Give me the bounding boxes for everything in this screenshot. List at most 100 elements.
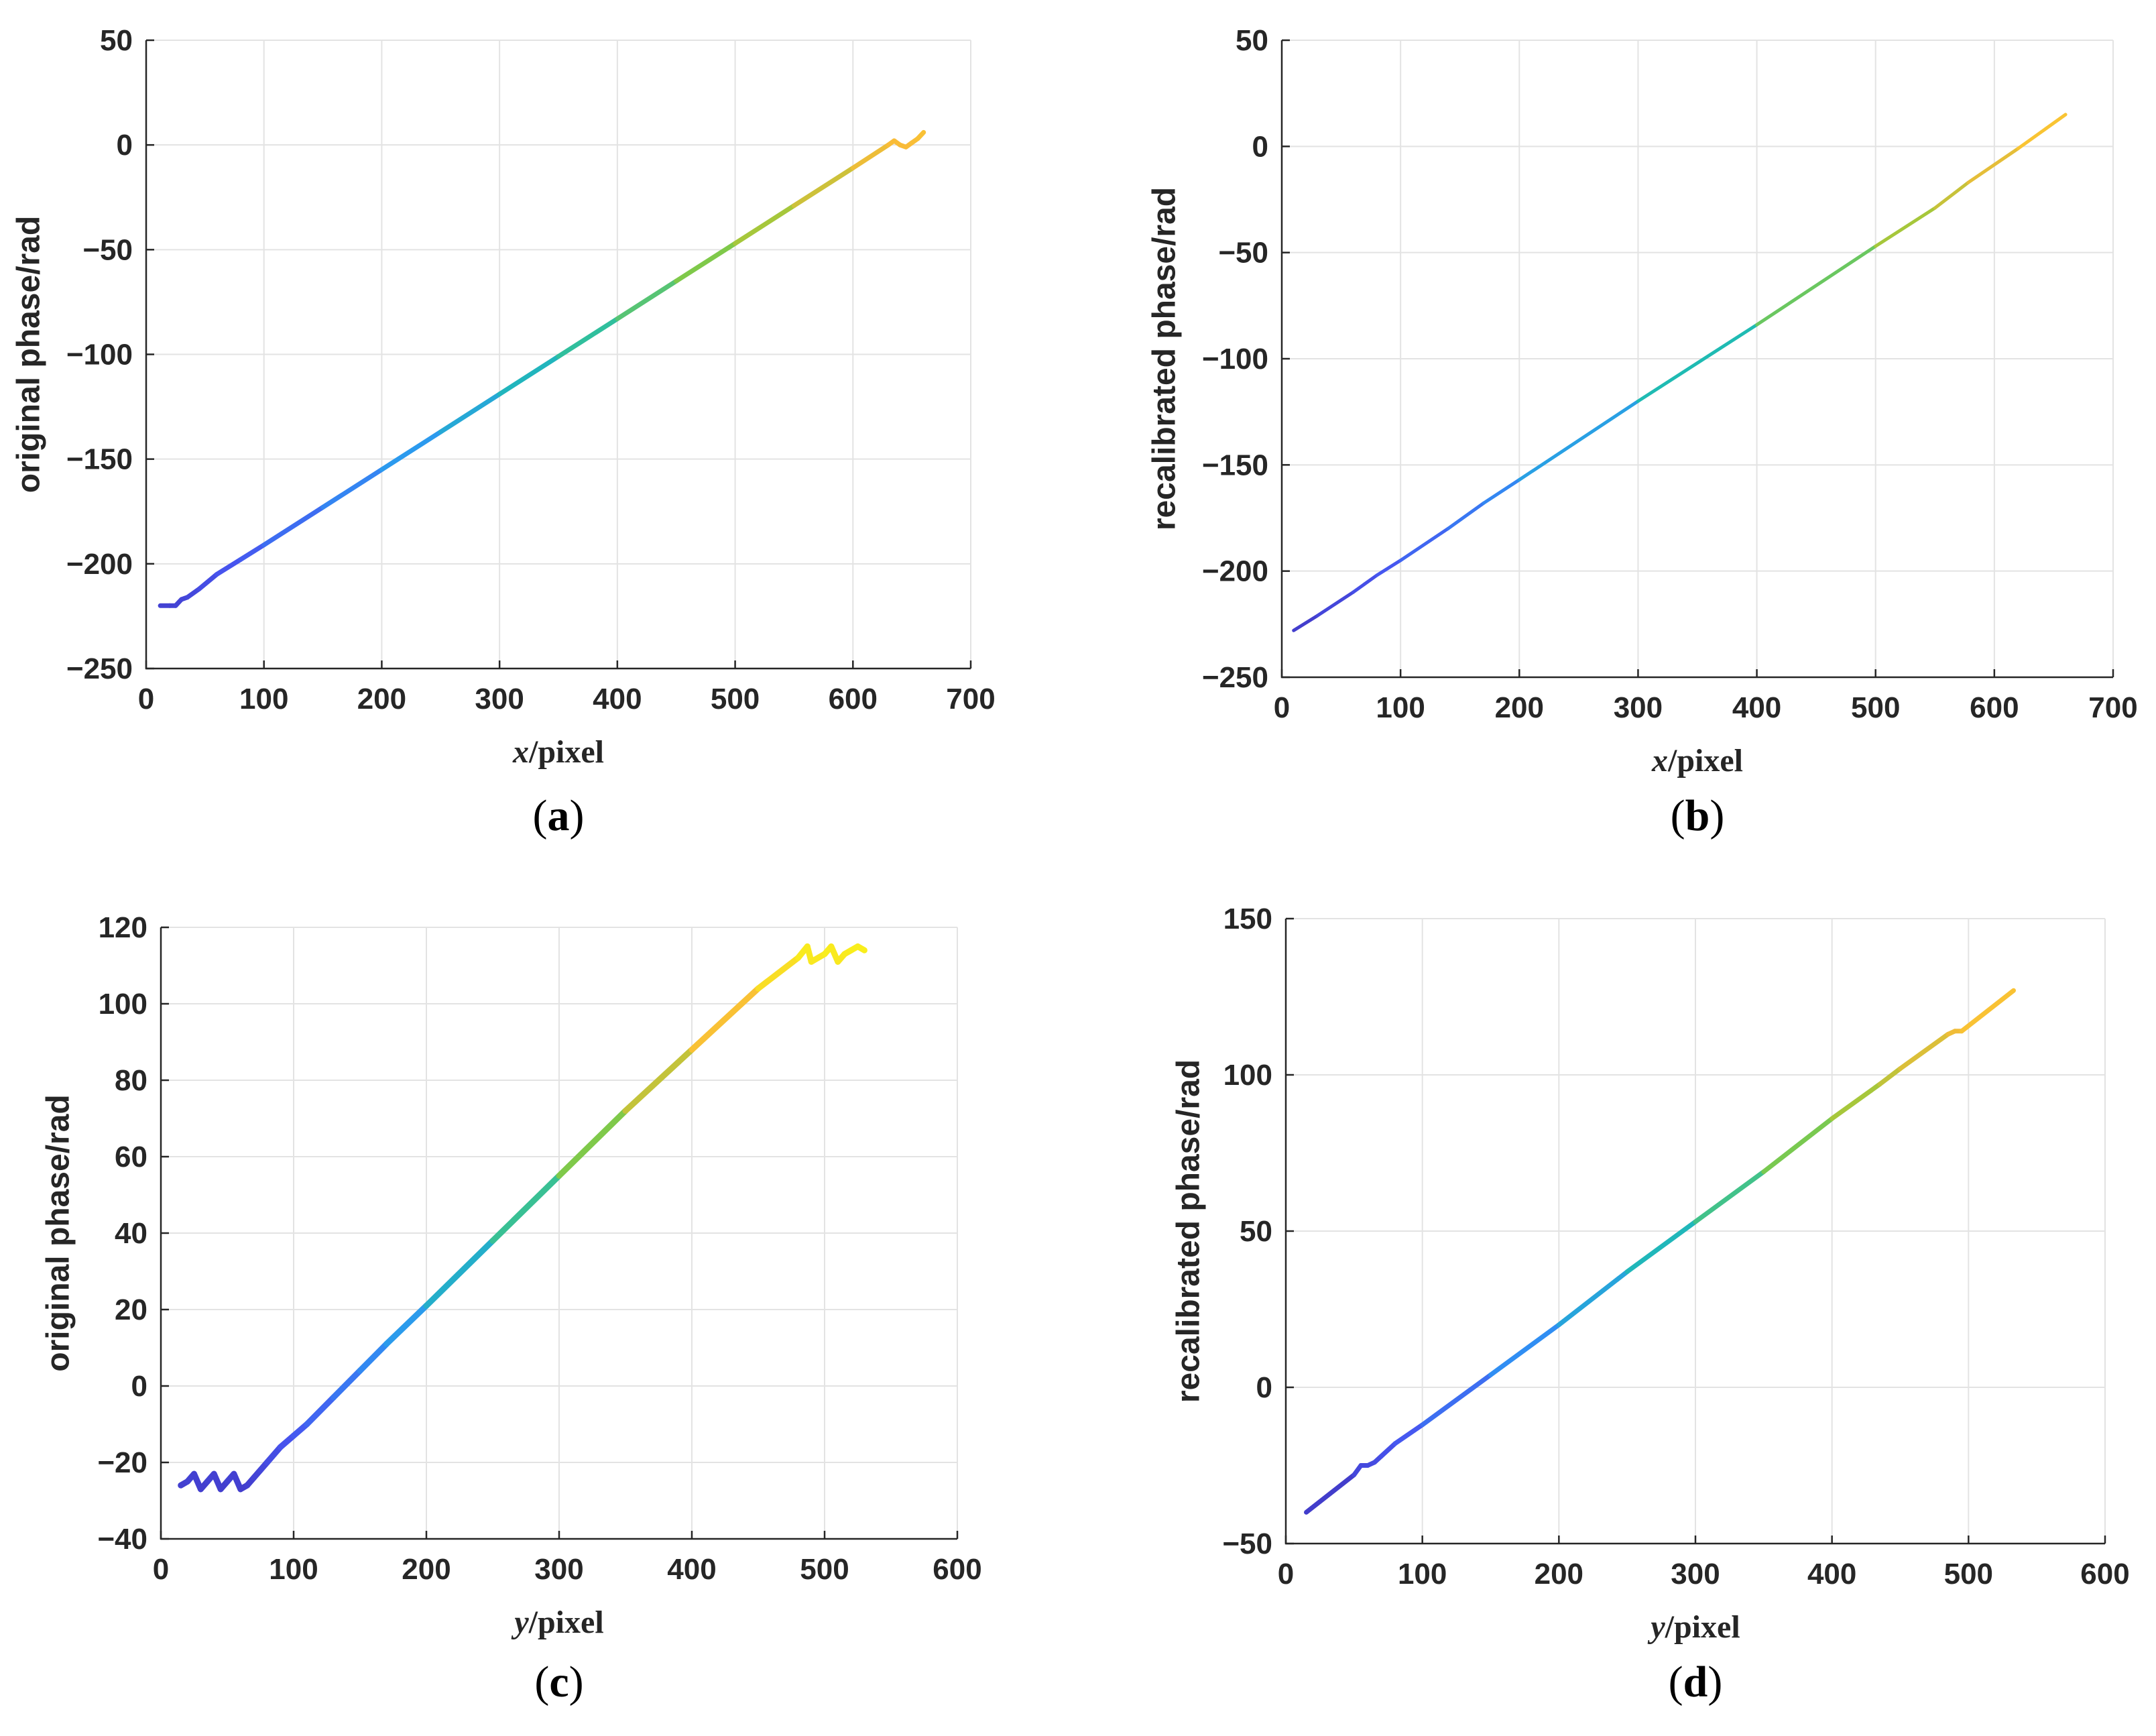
series-segment (238, 542, 267, 563)
series-segment (688, 985, 762, 1053)
y-tick-label: 0 (1256, 1371, 1272, 1404)
x-tick-label: 0 (1274, 691, 1290, 724)
y-tick-label: 40 (115, 1217, 147, 1250)
x-tick-label: 100 (1398, 1558, 1447, 1590)
y-tick-label: −250 (1202, 661, 1268, 694)
x-tick-label: 0 (1278, 1558, 1294, 1590)
series-segment (1398, 526, 1450, 563)
series-segment (1830, 1082, 1882, 1121)
series-segment (1693, 1169, 1766, 1224)
y-tick-label: 0 (117, 129, 133, 162)
series-segment (1898, 1031, 1951, 1072)
x-tick-label: 0 (138, 683, 154, 715)
series-segment (2016, 113, 2068, 150)
series-segment (1482, 478, 1521, 505)
y-tick-label: −50 (82, 233, 133, 266)
y-tick-label: −150 (66, 443, 133, 476)
series-segment (1959, 988, 2016, 1034)
y-tick-label: 50 (100, 24, 133, 57)
series-segment (1624, 1219, 1698, 1275)
series-segment (320, 467, 384, 510)
x-tick-label: 500 (711, 683, 760, 715)
panel-caption: (d) (1669, 1658, 1723, 1706)
x-axis-label: y/pixel (1647, 1609, 1740, 1645)
series-segment (185, 586, 202, 600)
x-tick-label: 600 (2080, 1558, 2129, 1590)
y-tick-label: 100 (1223, 1059, 1272, 1092)
chart-panel-a: 0 100 200 300 400 500 600 700−250−200−150−100−5… (11, 24, 996, 840)
caption-close-paren: ) (569, 1658, 584, 1706)
x-tick-label: 600 (933, 1553, 981, 1586)
series-segment (330, 1367, 363, 1401)
series-segment (915, 129, 926, 141)
x-tick-label: 300 (475, 683, 524, 715)
x-tick-label: 300 (1671, 1558, 1720, 1590)
series-segment (214, 557, 243, 577)
series-segment (489, 1173, 562, 1244)
x-tick-label: 0 (153, 1553, 169, 1586)
x-axis-label: x/pixel (512, 734, 604, 770)
x-tick-label: 700 (946, 683, 995, 715)
x-tick-label: 300 (1614, 691, 1663, 724)
y-tick-label: 50 (1236, 24, 1268, 57)
y-tick-label: −150 (1202, 449, 1268, 481)
x-tick-label: 500 (1851, 691, 1900, 724)
panel-caption: (a) (533, 791, 585, 840)
x-axis-label-variable: y (1647, 1609, 1665, 1645)
caption-letter: b (1685, 791, 1710, 840)
y-tick-label: −100 (1202, 343, 1268, 375)
series-segment (556, 1108, 629, 1179)
y-axis-label: recalibrated phase/rad (1147, 187, 1183, 530)
series-segment (383, 1302, 430, 1347)
y-tick-label: 150 (1223, 903, 1272, 935)
x-tick-label: 200 (1535, 1558, 1583, 1590)
x-tick-label: 300 (534, 1553, 583, 1586)
series-segment (1933, 180, 1970, 210)
series-segment (622, 1046, 695, 1114)
y-tick-label: −20 (97, 1446, 147, 1479)
y-tick-label: 100 (99, 988, 147, 1021)
y-tick-label: 50 (1240, 1215, 1272, 1248)
series-segment (1755, 244, 1878, 327)
series-segment (556, 316, 620, 359)
x-tick-label: 400 (1732, 691, 1781, 724)
x-axis-label-unit: /pixel (1665, 1609, 1740, 1645)
series-segment (304, 1394, 337, 1428)
y-tick-label: −250 (66, 652, 133, 685)
series-segment (261, 505, 326, 548)
series-segment (791, 166, 855, 209)
series-segment (1966, 147, 2020, 184)
series-segment (1420, 1372, 1493, 1428)
y-tick-label: −40 (97, 1523, 147, 1556)
series-segment (1636, 323, 1759, 403)
chart-panel-b: 0 100 200 300 400 500 600 700−250−200−150−100−5… (1147, 24, 2138, 840)
y-tick-label: 60 (115, 1141, 147, 1173)
x-tick-label: 500 (800, 1553, 849, 1586)
caption-open-paren: ( (1669, 1658, 1683, 1706)
x-tick-label: 500 (1944, 1558, 1993, 1590)
series-segment (674, 241, 738, 284)
x-axis-label-unit: /pixel (1667, 743, 1743, 778)
series-segment (1379, 1441, 1398, 1458)
series-segment (1304, 1472, 1357, 1515)
x-axis-label-variable: y (511, 1605, 529, 1640)
series-segment (733, 203, 796, 246)
caption-open-paren: ( (533, 791, 548, 840)
x-tick-label: 100 (1376, 691, 1425, 724)
series-segment (1392, 1422, 1425, 1446)
y-tick-label: −50 (1222, 1527, 1272, 1560)
caption-letter: c (549, 1658, 568, 1706)
series-segment (855, 943, 867, 953)
caption-close-paren: ) (1708, 1658, 1722, 1706)
series-segment (497, 354, 561, 397)
y-tick-label: 0 (131, 1370, 147, 1403)
x-tick-label: 200 (402, 1553, 451, 1586)
caption-open-paren: ( (1671, 791, 1685, 840)
chart-panel-c: 0 100 200 300 400 500 600 −40 −20 0 20 40 60 80 100 120… (41, 911, 982, 1706)
caption-open-paren: ( (534, 1658, 549, 1706)
y-tick-label: −200 (66, 548, 133, 581)
series-segment (438, 392, 502, 435)
x-axis-label-variable: x (1651, 743, 1668, 778)
x-axis-label-variable: x (512, 734, 529, 770)
series-segment (1351, 573, 1379, 594)
